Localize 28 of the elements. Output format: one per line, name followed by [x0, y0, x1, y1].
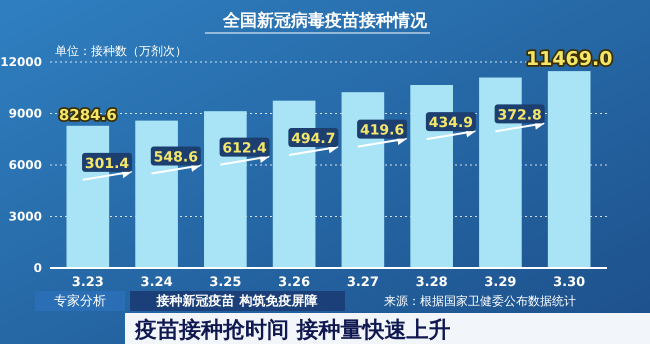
x-tick-label: 3.30 — [553, 275, 586, 290]
data-label: 8284.6 — [58, 106, 117, 124]
y-tick-label: 12000 — [0, 55, 42, 70]
text: 专家分析 — [54, 293, 106, 309]
annotation: 434.9 — [428, 115, 474, 132]
x-tick-label: 3.29 — [484, 275, 516, 290]
annotation: 419.6 — [360, 122, 404, 139]
data-label: 11469.0 — [526, 48, 612, 70]
annotation: 372.8 — [497, 107, 542, 124]
x-tick-label: 3.28 — [416, 275, 448, 290]
y-tick-label: 9000 — [8, 106, 42, 121]
x-tick-label: 3.24 — [140, 275, 173, 290]
annotation: 301.4 — [84, 156, 130, 172]
x-tick-label: 3.27 — [346, 275, 379, 290]
chart-title: 全国新冠病毒疫苗接种情况 — [222, 11, 428, 31]
annotation: 494.7 — [291, 130, 336, 147]
text: 疫苗接种抢时间 接种量快速上升 — [134, 318, 451, 343]
y-axis-title: 单位：接种数（万剂次） — [55, 44, 187, 58]
x-tick-label: 3.23 — [72, 275, 104, 290]
annotation: 612.4 — [222, 140, 267, 157]
y-tick-label: 0 — [34, 261, 42, 276]
source-note: 来源：根据国家卫健委公布数据统计 — [384, 294, 576, 308]
text: 接种新冠疫苗 构筑免疫屏障 — [156, 293, 318, 309]
x-tick-label: 3.26 — [278, 275, 310, 290]
annotation: 548.6 — [154, 150, 198, 166]
y-tick-label: 6000 — [8, 158, 42, 172]
y-tick-label: 3000 — [8, 210, 42, 224]
x-tick-label: 3.25 — [209, 275, 242, 290]
